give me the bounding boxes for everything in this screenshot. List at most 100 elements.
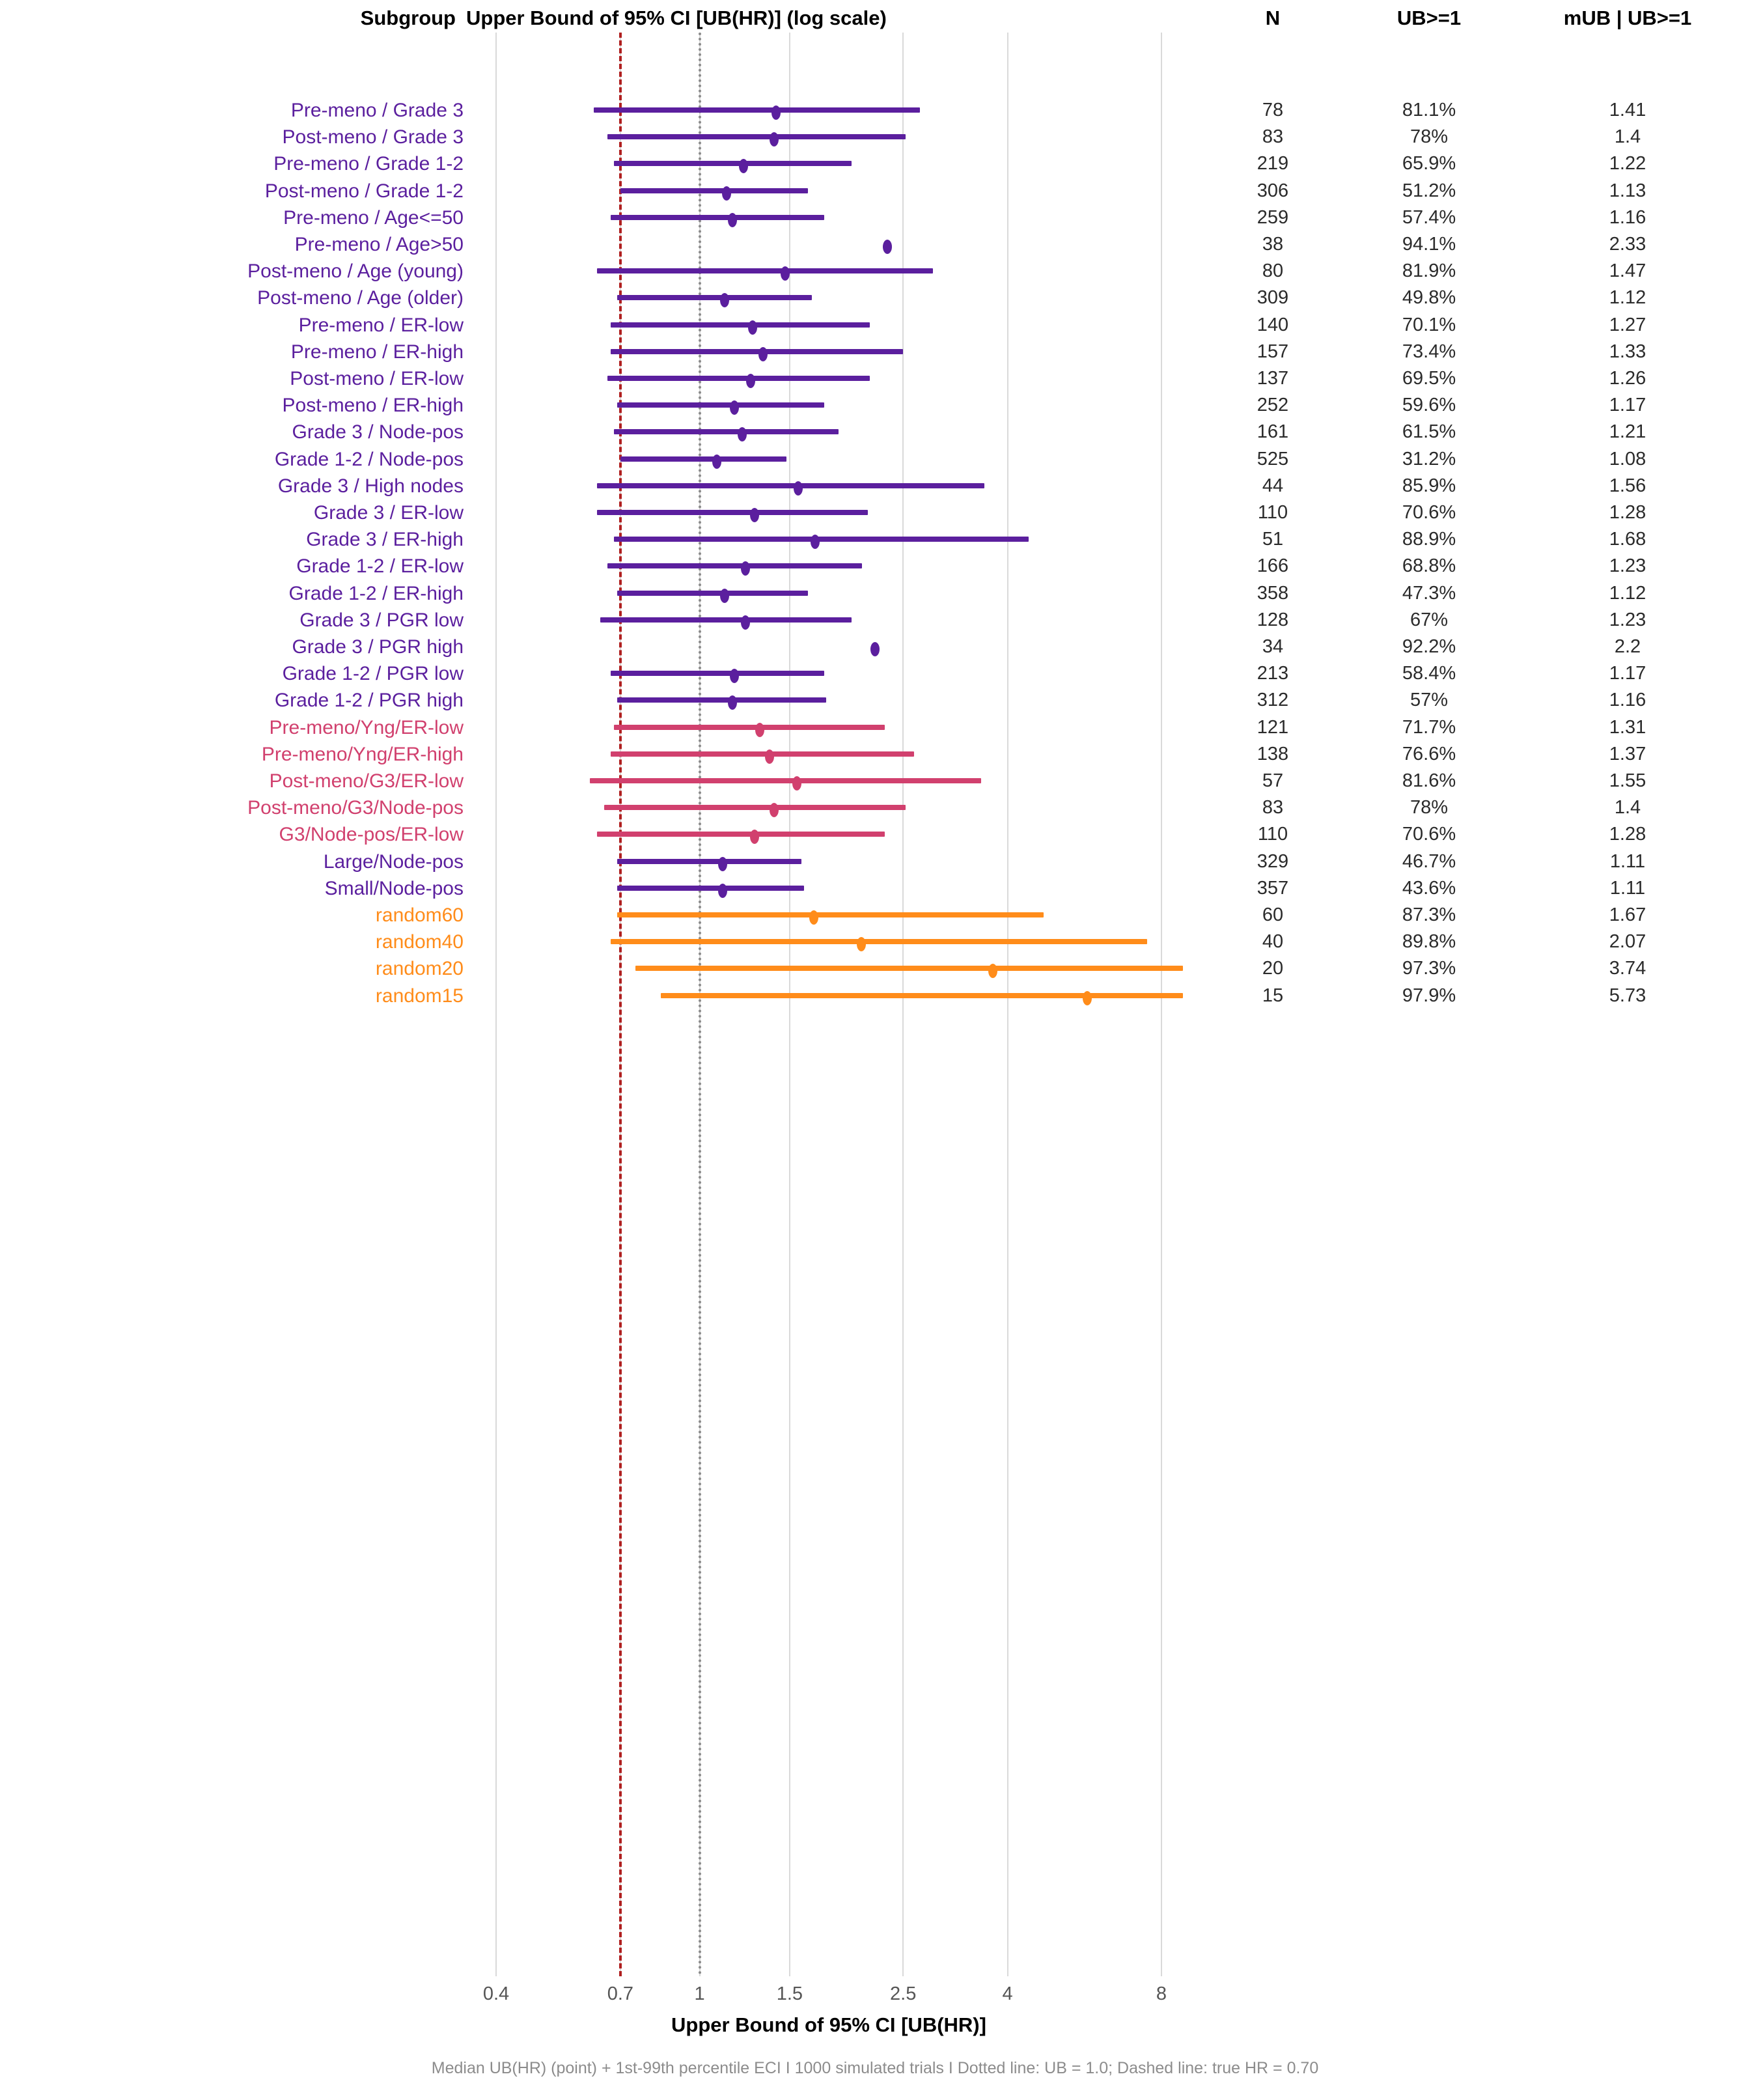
ci-bar bbox=[617, 590, 809, 596]
row-label-subgroup[interactable]: Grade 3 / ER-low bbox=[313, 502, 464, 524]
cell-ub-ge-1: 58.4% bbox=[1402, 663, 1456, 684]
row-label-subgroup[interactable]: Grade 3 / Node-pos bbox=[292, 421, 464, 443]
row-label-subgroup[interactable]: random20 bbox=[375, 958, 464, 980]
x-axis-title: Upper Bound of 95% CI [UB(HR)] bbox=[671, 2013, 986, 2036]
row-label-subgroup[interactable]: Post-meno / Grade 1-2 bbox=[264, 180, 464, 202]
cell-n: 60 bbox=[1262, 904, 1284, 925]
cell-ub-ge-1: 70.1% bbox=[1402, 314, 1456, 335]
cell-ub-ge-1: 73.4% bbox=[1402, 341, 1456, 362]
cell-ub-ge-1: 49.8% bbox=[1402, 287, 1456, 309]
row-label-subgroup[interactable]: Pre-meno/Yng/ER-high bbox=[261, 743, 464, 765]
row-label-subgroup[interactable]: Pre-meno / ER-high bbox=[290, 341, 464, 363]
ci-bar bbox=[596, 483, 984, 488]
table-row: Pre-meno / Age<=50 259 57.4% 1.16 bbox=[0, 204, 1750, 231]
cell-n: 44 bbox=[1262, 475, 1284, 496]
table-row: Grade 3 / High nodes 44 85.9% 1.56 bbox=[0, 473, 1750, 499]
ci-bar bbox=[635, 966, 1183, 972]
cell-ub-ge-1: 76.6% bbox=[1402, 743, 1456, 764]
cell-ub-ge-1: 43.6% bbox=[1402, 877, 1456, 899]
cell-n: 166 bbox=[1257, 555, 1289, 577]
ci-bar bbox=[596, 832, 885, 837]
row-label-subgroup[interactable]: Grade 1-2 / Node-pos bbox=[274, 448, 464, 470]
row-label-subgroup[interactable]: Grade 3 / PGR high bbox=[292, 636, 464, 658]
row-label-subgroup[interactable]: Pre-meno / Grade 1-2 bbox=[273, 153, 464, 175]
column-header-n: N bbox=[1265, 7, 1281, 29]
cell-ub-ge-1: 59.6% bbox=[1402, 395, 1456, 416]
cell-ub-ge-1: 70.6% bbox=[1402, 824, 1456, 845]
cell-ub-ge-1: 47.3% bbox=[1402, 582, 1456, 604]
row-label-subgroup[interactable]: Post-meno / ER-low bbox=[290, 368, 464, 389]
median-point bbox=[730, 400, 740, 415]
cell-median-ub: 1.16 bbox=[1609, 206, 1646, 228]
median-point bbox=[739, 159, 749, 174]
table-row: Grade 1-2 / ER-high 358 47.3% 1.12 bbox=[0, 580, 1750, 607]
table-row: Grade 3 / Node-pos 161 61.5% 1.21 bbox=[0, 419, 1750, 445]
cell-ub-ge-1: 88.9% bbox=[1402, 529, 1456, 550]
row-label-subgroup[interactable]: Pre-meno / Grade 3 bbox=[290, 100, 464, 121]
cell-ub-ge-1: 87.3% bbox=[1402, 904, 1456, 925]
row-label-subgroup[interactable]: Grade 1-2 / PGR high bbox=[274, 690, 464, 712]
row-label-subgroup[interactable]: Grade 3 / PGR low bbox=[299, 609, 464, 631]
row-label-subgroup[interactable]: Grade 1-2 / PGR low bbox=[282, 663, 464, 685]
table-row: Grade 3 / ER-low 110 70.6% 1.28 bbox=[0, 499, 1750, 526]
table-row: random40 40 89.8% 2.07 bbox=[0, 929, 1750, 955]
row-label-subgroup[interactable]: random40 bbox=[375, 931, 464, 953]
cell-median-ub: 1.26 bbox=[1609, 368, 1646, 389]
row-label-subgroup[interactable]: Post-meno/G3/ER-low bbox=[269, 770, 464, 792]
row-label-subgroup[interactable]: Grade 3 / High nodes bbox=[277, 475, 464, 497]
row-label-subgroup[interactable]: Post-meno / Age (older) bbox=[257, 287, 464, 309]
table-row: Post-meno / Age (older) 309 49.8% 1.12 bbox=[0, 285, 1750, 311]
median-point bbox=[758, 346, 768, 361]
row-label-subgroup[interactable]: G3/Node-pos/ER-low bbox=[279, 824, 464, 846]
table-row: Grade 1-2 / Node-pos 525 31.2% 1.08 bbox=[0, 446, 1750, 473]
ci-bar bbox=[596, 510, 868, 515]
ci-bar bbox=[617, 885, 804, 891]
row-label-subgroup[interactable]: Post-meno / Grade 3 bbox=[282, 126, 464, 148]
gridline-2.5 bbox=[902, 33, 904, 1976]
cell-median-ub: 1.28 bbox=[1609, 502, 1646, 523]
row-label-subgroup[interactable]: Grade 3 / ER-high bbox=[306, 529, 464, 551]
cell-ub-ge-1: 92.2% bbox=[1402, 636, 1456, 657]
row-label-subgroup[interactable]: Pre-meno / Age<=50 bbox=[283, 206, 464, 229]
x-tick-label-2.5: 2.5 bbox=[890, 1983, 917, 2004]
row-label-subgroup[interactable]: Post-meno/G3/Node-pos bbox=[247, 797, 464, 819]
cell-median-ub: 3.74 bbox=[1609, 958, 1646, 979]
row-label-subgroup[interactable]: random60 bbox=[375, 904, 464, 926]
cell-ub-ge-1: 69.5% bbox=[1402, 368, 1456, 389]
row-label-subgroup[interactable]: Grade 1-2 / ER-high bbox=[288, 582, 464, 604]
cell-median-ub: 1.41 bbox=[1609, 100, 1646, 120]
column-header-ub-ge-1: UB>=1 bbox=[1396, 7, 1462, 29]
row-label-subgroup[interactable]: random15 bbox=[375, 985, 464, 1007]
median-point bbox=[748, 320, 758, 335]
ci-bar bbox=[617, 697, 827, 703]
cell-n: 51 bbox=[1262, 529, 1284, 550]
row-label-subgroup[interactable]: Grade 1-2 / ER-low bbox=[296, 555, 464, 578]
row-label-subgroup[interactable]: Pre-meno / Age>50 bbox=[294, 234, 464, 255]
table-row: Pre-meno / ER-high 157 73.4% 1.33 bbox=[0, 339, 1750, 365]
cell-n: 259 bbox=[1257, 206, 1289, 228]
row-label-subgroup[interactable]: Small/Node-pos bbox=[324, 877, 464, 899]
row-label-subgroup[interactable]: Post-meno / ER-high bbox=[282, 395, 464, 417]
cell-n: 83 bbox=[1262, 797, 1284, 819]
cell-ub-ge-1: 46.7% bbox=[1402, 850, 1456, 872]
reference-line-true-hr bbox=[618, 33, 622, 1976]
x-tick-label-4: 4 bbox=[1002, 1983, 1013, 2004]
cell-n: 121 bbox=[1257, 716, 1289, 738]
ci-bar bbox=[614, 161, 852, 167]
row-label-subgroup[interactable]: Pre-meno/Yng/ER-low bbox=[269, 716, 464, 738]
ci-bar bbox=[610, 671, 824, 677]
row-label-subgroup[interactable]: Large/Node-pos bbox=[323, 850, 464, 873]
x-tick-label-1.5: 1.5 bbox=[776, 1983, 803, 2004]
ci-bar bbox=[610, 939, 1147, 945]
cell-median-ub: 1.28 bbox=[1609, 824, 1646, 845]
gridline-4 bbox=[1007, 33, 1008, 1976]
row-label-subgroup[interactable]: Pre-meno / ER-low bbox=[298, 314, 464, 336]
ci-bar bbox=[617, 295, 812, 301]
table-row: Post-meno / Age (young) 80 81.9% 1.47 bbox=[0, 258, 1750, 285]
column-header-subgroup: Subgroup bbox=[360, 7, 456, 29]
cell-n: 137 bbox=[1257, 368, 1289, 389]
median-point bbox=[870, 642, 880, 656]
median-point bbox=[1083, 990, 1092, 1005]
median-point bbox=[988, 964, 997, 979]
row-label-subgroup[interactable]: Post-meno / Age (young) bbox=[247, 260, 464, 283]
